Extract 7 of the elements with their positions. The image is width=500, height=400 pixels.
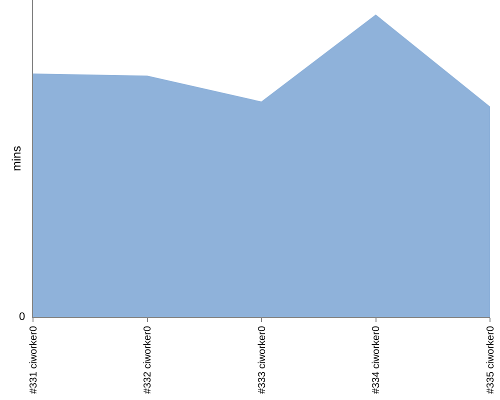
x-tick-label: #335 ciworker0 bbox=[485, 326, 496, 394]
x-tick-label: #332 ciworker0 bbox=[142, 326, 154, 394]
x-tick-label: #331 ciworker0 bbox=[28, 326, 40, 394]
x-tick-label: #334 ciworker0 bbox=[371, 326, 382, 394]
text: 0 bbox=[19, 311, 26, 323]
x-tick-label: #333 ciworker0 bbox=[256, 326, 268, 394]
y-axis-title: mins bbox=[9, 146, 24, 172]
